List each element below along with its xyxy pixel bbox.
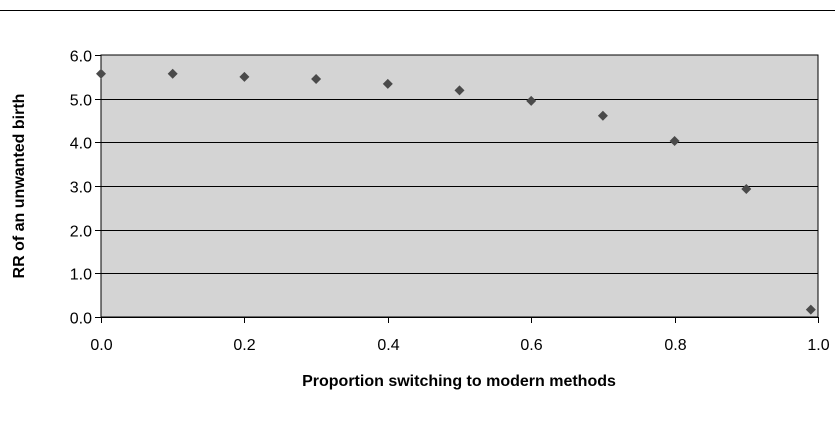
y-tick-label: 5.0 <box>70 93 92 110</box>
y-axis: 0.0 1.0 2.0 3.0 4.0 5.0 6.0 <box>70 49 101 328</box>
x-tick-label: 1.0 <box>807 337 829 354</box>
data-point-marker <box>96 68 106 79</box>
y-tick-label: 1.0 <box>70 267 92 284</box>
x-tick-label: 0.0 <box>90 337 112 354</box>
y-tick-label: 2.0 <box>70 224 92 241</box>
data-point-marker <box>526 95 537 106</box>
data-point-marker <box>311 74 322 85</box>
y-tick-label: 0.0 <box>70 311 92 328</box>
data-point-marker <box>454 85 465 96</box>
data-point-marker <box>382 78 393 89</box>
data-point-marker <box>167 68 178 79</box>
data-point-marker <box>669 136 680 147</box>
x-tick-label: 0.6 <box>520 337 542 354</box>
x-axis-title: Proportion switching to modern methods <box>302 373 616 390</box>
data-points <box>96 68 816 315</box>
x-tick-label: 0.4 <box>377 337 399 354</box>
data-point-marker <box>597 110 608 121</box>
gridlines <box>101 99 818 274</box>
y-tick-label: 4.0 <box>70 136 92 153</box>
x-axis: 0.0 0.2 0.4 0.6 0.8 1.0 <box>90 317 830 354</box>
y-tick-label: 6.0 <box>70 49 92 66</box>
y-axis-title: RR of an unwanted birth <box>11 94 28 279</box>
x-tick-label: 0.8 <box>664 337 686 354</box>
x-tick-label: 0.2 <box>233 337 255 354</box>
y-tick-label: 3.0 <box>70 180 92 197</box>
data-point-marker <box>805 304 816 315</box>
data-point-marker <box>239 71 250 82</box>
data-point-marker <box>741 184 752 195</box>
